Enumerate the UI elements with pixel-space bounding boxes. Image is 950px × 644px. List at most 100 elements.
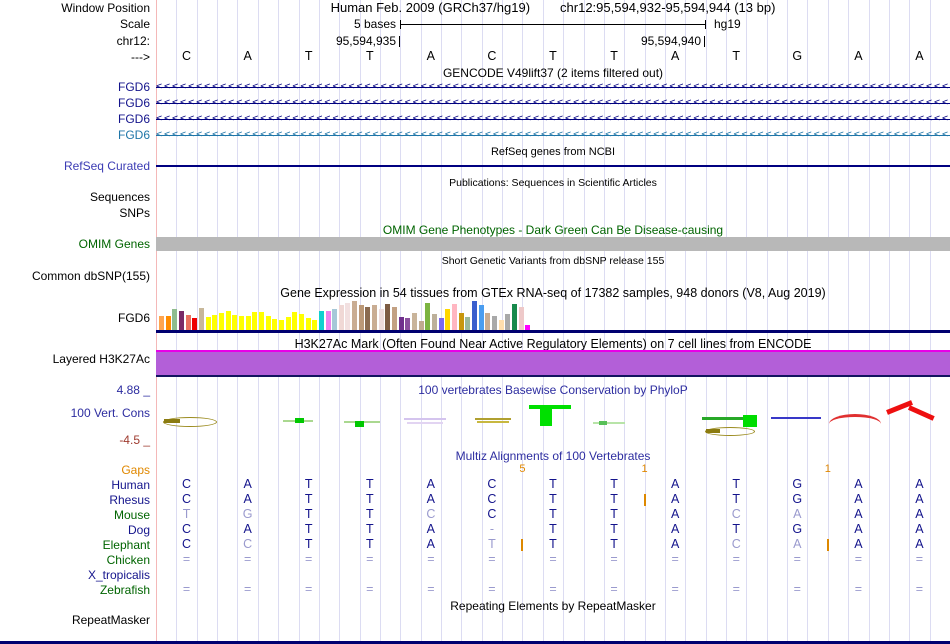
gtex-bar bbox=[398, 317, 404, 330]
grid-line bbox=[624, 0, 626, 644]
phylop-feature bbox=[163, 417, 217, 427]
image-bottom-border bbox=[0, 641, 950, 644]
gene-label-fgd6-1[interactable]: FGD6 bbox=[117, 80, 150, 94]
multiz-gaps-label[interactable]: Gaps bbox=[121, 463, 150, 477]
ruler-base: T bbox=[549, 49, 557, 63]
scale-bar-left-tick bbox=[400, 20, 401, 29]
species-label-x-tropicalis[interactable]: X_tropicalis bbox=[87, 568, 150, 582]
alignment-base: C bbox=[182, 477, 192, 491]
transcript-line bbox=[156, 103, 950, 104]
alignment-base: = bbox=[549, 582, 557, 596]
alignment-base: = bbox=[182, 582, 191, 596]
refseq-track-title: RefSeq genes from NCBI bbox=[490, 146, 616, 158]
layered-h3k27ac-label[interactable]: Layered H3K27Ac bbox=[52, 352, 150, 366]
phylop-track-label[interactable]: 100 Vert. Cons bbox=[70, 406, 150, 420]
publications-sequences-label[interactable]: Sequences bbox=[89, 190, 150, 204]
gencode-transcript-row[interactable]: <<<<<<<<<<<<<<<<<<<<<<<<<<<<<<<<<<<<<<<<… bbox=[156, 130, 950, 141]
refseq-curated-label[interactable]: RefSeq Curated bbox=[63, 159, 150, 173]
grid-line bbox=[766, 0, 768, 644]
gtex-bar bbox=[372, 305, 378, 330]
gap-size-mark: 1 bbox=[824, 463, 831, 475]
repeatmasker-label[interactable]: RepeatMasker bbox=[71, 613, 150, 627]
h3k27ac-signal-top[interactable] bbox=[156, 350, 950, 352]
strand-label: ---> bbox=[131, 50, 150, 64]
grid-line bbox=[664, 0, 666, 644]
gtex-bar bbox=[178, 311, 184, 330]
species-label-human[interactable]: Human bbox=[111, 478, 150, 492]
phylop-feature bbox=[743, 415, 757, 427]
ruler-base: A bbox=[915, 49, 924, 63]
alignment-base: A bbox=[854, 522, 863, 536]
species-label-rhesus[interactable]: Rhesus bbox=[109, 493, 150, 507]
alignment-base: = bbox=[915, 582, 924, 596]
alignment-base: = bbox=[182, 552, 191, 566]
alignment-base: A bbox=[243, 492, 252, 506]
strand-arrows: <<<<<<<<<<<<<<<<<<<<<<<<<<<<<<<<<<<<<<<<… bbox=[156, 98, 950, 108]
alignment-base: T bbox=[732, 477, 741, 491]
ruler-base: A bbox=[854, 49, 863, 63]
gtex-bar bbox=[285, 317, 291, 330]
gtex-baseline bbox=[156, 330, 950, 333]
alignment-base: = bbox=[305, 552, 313, 566]
ruler-base: A bbox=[426, 49, 436, 63]
gtex-bar bbox=[412, 313, 418, 330]
phylop-feature bbox=[702, 417, 756, 420]
grid-line bbox=[787, 0, 789, 644]
gtex-bar bbox=[352, 301, 358, 330]
omim-genes-label[interactable]: OMIM Genes bbox=[78, 237, 150, 251]
alignment-base: A bbox=[854, 537, 863, 551]
position-title: chr12:95,594,932-95,594,944 (13 bp) bbox=[560, 0, 776, 15]
gencode-transcript-row[interactable]: <<<<<<<<<<<<<<<<<<<<<<<<<<<<<<<<<<<<<<<<… bbox=[156, 114, 950, 125]
species-label-mouse[interactable]: Mouse bbox=[113, 508, 150, 522]
gtex-bar bbox=[392, 307, 398, 330]
h3k27ac-signal-block[interactable] bbox=[156, 352, 950, 375]
gencode-transcript-row[interactable]: <<<<<<<<<<<<<<<<<<<<<<<<<<<<<<<<<<<<<<<<… bbox=[156, 82, 950, 93]
species-label-dog[interactable]: Dog bbox=[127, 523, 150, 537]
gtex-bar bbox=[418, 321, 424, 330]
gtex-bar bbox=[445, 309, 451, 330]
gtex-bar bbox=[385, 304, 391, 330]
alignment-base: T bbox=[610, 492, 618, 506]
grid-line bbox=[868, 0, 870, 644]
alignment-base: = bbox=[366, 582, 374, 596]
phylop-feature bbox=[599, 421, 607, 425]
species-label-zebrafish[interactable]: Zebrafish bbox=[99, 583, 150, 597]
alignment-base: C bbox=[182, 492, 192, 506]
species-label-elephant[interactable]: Elephant bbox=[102, 538, 150, 552]
gtex-gene-label[interactable]: FGD6 bbox=[117, 311, 150, 325]
gtex-bar bbox=[298, 314, 304, 330]
grid-line bbox=[929, 0, 931, 644]
grid-line bbox=[603, 0, 605, 644]
gene-label-fgd6-3[interactable]: FGD6 bbox=[117, 112, 150, 126]
alignment-base: T bbox=[549, 477, 557, 491]
gencode-track-title: GENCODE V49lift37 (2 items filtered out) bbox=[442, 66, 664, 80]
omim-gene-bar[interactable] bbox=[156, 237, 950, 251]
alignment-base: = bbox=[243, 552, 252, 566]
phylop-feature bbox=[164, 419, 180, 423]
alignment-base: - bbox=[489, 522, 495, 536]
gene-label-fgd6-4[interactable]: FGD6 bbox=[117, 128, 150, 142]
alignment-base: A bbox=[426, 522, 436, 536]
gtex-track-title: Gene Expression in 54 tissues from GTEx … bbox=[280, 286, 826, 300]
grid-line bbox=[888, 0, 890, 644]
publications-snps-label[interactable]: SNPs bbox=[119, 206, 150, 220]
grid-line bbox=[217, 0, 219, 644]
insertion-bar bbox=[826, 539, 829, 551]
gene-label-fgd6-2[interactable]: FGD6 bbox=[117, 96, 150, 110]
alignment-base: = bbox=[549, 552, 557, 566]
gtex-bar bbox=[338, 305, 344, 330]
phylop-min-label: -4.5 _ bbox=[119, 433, 150, 447]
gencode-transcript-row[interactable]: <<<<<<<<<<<<<<<<<<<<<<<<<<<<<<<<<<<<<<<<… bbox=[156, 98, 950, 109]
refseq-curated-item[interactable] bbox=[156, 165, 950, 167]
ruler-base: C bbox=[182, 49, 192, 63]
common-dbsnp-label[interactable]: Common dbSNP(155) bbox=[31, 269, 150, 283]
grid-line bbox=[746, 0, 748, 644]
alignment-base: = bbox=[915, 552, 924, 566]
alignment-base: A bbox=[854, 492, 863, 506]
alignment-base: A bbox=[915, 477, 924, 491]
alignment-base: T bbox=[610, 537, 618, 551]
alignment-base: A bbox=[793, 507, 802, 521]
species-label-chicken[interactable]: Chicken bbox=[106, 553, 150, 567]
gtex-bar bbox=[198, 308, 204, 330]
